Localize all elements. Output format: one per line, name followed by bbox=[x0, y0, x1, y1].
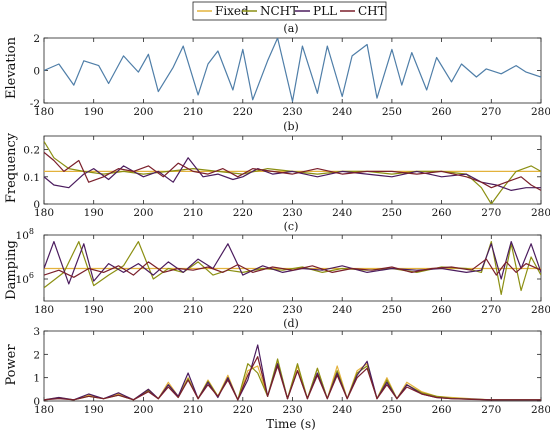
x-tick-label: 250 bbox=[382, 207, 402, 219]
series-line-elevation bbox=[44, 38, 541, 103]
series-line-cht bbox=[44, 151, 541, 191]
x-tick-label: 190 bbox=[84, 106, 104, 118]
x-tick-label: 180 bbox=[34, 404, 54, 416]
y-tick-label: 3 bbox=[33, 326, 40, 338]
legend: Fixed NCHT PLL CHT bbox=[192, 1, 387, 21]
series-line-pll bbox=[44, 344, 541, 401]
xlabel-time: Time (s) bbox=[266, 417, 316, 431]
y-tick-label: 0.1 bbox=[23, 172, 40, 184]
legend-box bbox=[192, 1, 387, 21]
y-tick-label: -2 bbox=[30, 98, 40, 110]
x-tick-label: 220 bbox=[233, 404, 253, 416]
x-tick-label: 280 bbox=[531, 106, 550, 118]
axes-frame bbox=[43, 330, 542, 402]
x-tick-label: 210 bbox=[183, 304, 203, 316]
x-tick-label: 240 bbox=[332, 304, 352, 316]
x-tick-label: 190 bbox=[84, 207, 104, 219]
x-tick-label: 190 bbox=[84, 404, 104, 416]
x-tick-label: 230 bbox=[282, 404, 302, 416]
series-line-cht bbox=[44, 258, 541, 278]
x-tick-label: 200 bbox=[133, 207, 153, 219]
series-line-pll bbox=[44, 241, 541, 285]
series-line-pll bbox=[44, 157, 541, 191]
x-tick-label: 190 bbox=[84, 304, 104, 316]
x-tick-label: 250 bbox=[382, 106, 402, 118]
x-tick-label: 260 bbox=[432, 404, 452, 416]
y-tick-label: 1 bbox=[33, 373, 40, 385]
legend-label-cht: CHT bbox=[358, 4, 386, 18]
x-tick-label: 180 bbox=[34, 207, 54, 219]
x-tick-label: 230 bbox=[282, 304, 302, 316]
x-tick-label: 280 bbox=[531, 207, 550, 219]
series-line-ncht bbox=[44, 141, 541, 204]
panel-d: 180 190 200 210 220 230 240 250 260 270 280 0 1 2 3 bbox=[33, 326, 550, 416]
x-tick-label: 260 bbox=[432, 207, 452, 219]
x-tick-label: 230 bbox=[282, 207, 302, 219]
x-tick-label: 250 bbox=[382, 404, 402, 416]
y-tick-label: 2 bbox=[33, 33, 40, 45]
panel-c: 180 190 200 210 220 230 240 250 260 270 280 106 108 bbox=[16, 227, 550, 316]
x-tick-label: 220 bbox=[233, 304, 253, 316]
x-tick-label: 250 bbox=[382, 304, 402, 316]
x-tick-label: 280 bbox=[531, 404, 550, 416]
panel-a: 180 190 200 210 220 230 240 250 260 270 280 -2 0 2 bbox=[30, 33, 550, 118]
ylabel-power: Power bbox=[4, 344, 19, 386]
legend-label-pll: PLL bbox=[313, 4, 337, 18]
x-tick-label: 230 bbox=[282, 106, 302, 118]
x-tick-label: 270 bbox=[481, 304, 501, 316]
ylabel-frequency: Frequency bbox=[4, 132, 19, 203]
series-line-cht bbox=[44, 356, 541, 401]
x-tick-label: 280 bbox=[531, 304, 550, 316]
x-tick-label: 210 bbox=[183, 106, 203, 118]
plot-area: 180 190 200 210 220 230 240 250 260 270 280-202180… bbox=[16, 33, 550, 416]
y-tick-label: 0 bbox=[33, 66, 40, 78]
x-tick-label: 210 bbox=[183, 404, 203, 416]
panel-label-d: (d) bbox=[283, 317, 299, 330]
axes-frame bbox=[43, 37, 542, 104]
x-tick-label: 240 bbox=[332, 106, 352, 118]
y-tick-label: 0.2 bbox=[23, 145, 40, 157]
x-tick-label: 240 bbox=[332, 207, 352, 219]
series-line-ncht bbox=[44, 241, 541, 295]
y-tick-label: 2 bbox=[33, 349, 40, 361]
x-tick-label: 180 bbox=[34, 106, 54, 118]
x-tick-label: 210 bbox=[183, 207, 203, 219]
panel-label-b: (b) bbox=[283, 120, 299, 133]
x-tick-label: 180 bbox=[34, 304, 54, 316]
panel-label-a: (a) bbox=[283, 22, 298, 35]
x-tick-label: 220 bbox=[233, 106, 253, 118]
y-tick-label: 106 bbox=[16, 271, 34, 286]
x-tick-label: 260 bbox=[432, 304, 452, 316]
panel-b: 180 190 200 210 220 230 240 250 260 270 280 0 0.1 0.2 bbox=[23, 135, 550, 219]
x-tick-label: 220 bbox=[233, 207, 253, 219]
ylabel-elevation: Elevation bbox=[4, 36, 19, 99]
x-tick-label: 240 bbox=[332, 404, 352, 416]
x-tick-label: 270 bbox=[481, 404, 501, 416]
x-tick-label: 200 bbox=[133, 404, 153, 416]
legend-label-ncht: NCHT bbox=[260, 4, 298, 18]
x-tick-label: 260 bbox=[432, 106, 452, 118]
panel-label-c: (c) bbox=[284, 220, 299, 233]
y-tick-label: 0 bbox=[33, 199, 40, 211]
y-tick-label: 0 bbox=[33, 396, 40, 408]
x-tick-label: 200 bbox=[133, 304, 153, 316]
x-tick-label: 200 bbox=[133, 106, 153, 118]
y-tick-label: 108 bbox=[16, 227, 34, 242]
x-tick-label: 270 bbox=[481, 207, 501, 219]
ylabel-damping: Damping bbox=[4, 240, 19, 300]
legend-label-fixed: Fixed bbox=[215, 4, 249, 18]
x-tick-label: 270 bbox=[481, 106, 501, 118]
